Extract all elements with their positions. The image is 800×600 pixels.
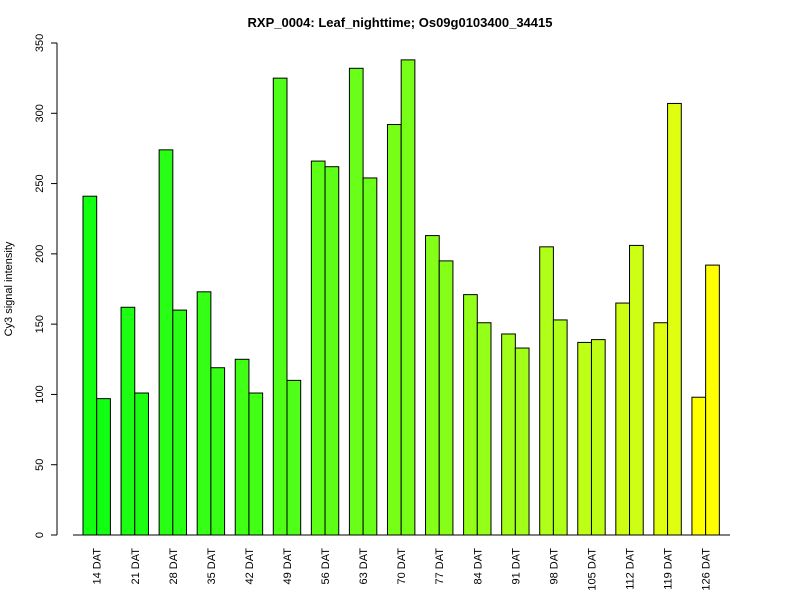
y-tick-label: 100 [34,385,46,403]
x-tick-label: 112 DAT [625,548,637,590]
bar [552,319,568,536]
bars [82,59,720,536]
bar [463,294,478,536]
bar [425,235,440,536]
x-tick-label: 105 DAT [586,548,598,591]
x-tick-label: 77 DAT [434,548,446,585]
y-axis: 0 50 100 150 200 250 300 350 [34,34,58,538]
y-tick-label: 300 [34,104,46,122]
y-tick-label: 150 [34,315,46,333]
y-tick-label: 50 [34,459,46,471]
bar [691,396,707,536]
x-tick-label: 119 DAT [663,548,675,590]
bar [577,341,592,536]
x-tick-label: 14 DAT [92,548,104,585]
bar [653,322,669,536]
bar [272,77,288,536]
bar [476,322,492,536]
bar [158,149,174,536]
bar [362,177,378,536]
bar [386,124,402,536]
bar [286,379,302,536]
y-tick-label: 350 [34,34,46,52]
bar [196,291,212,536]
x-tick-label: 84 DAT [472,548,484,585]
x-tick-label: 56 DAT [320,548,332,585]
bar [82,195,98,536]
bar [134,392,149,536]
bar [400,59,416,536]
x-tick-label: 98 DAT [548,548,560,585]
bar [438,260,454,536]
x-tick-label: 49 DAT [282,548,294,585]
x-axis-labels: 14 DAT 21 DAT 28 DAT 35 DAT 42 DAT 49 DAT 56 D… [92,548,713,591]
y-tick-label: 200 [34,245,46,263]
chart-title: RXP_0004: Leaf_nighttime; Os09g0103400_3… [248,15,553,30]
bar [120,306,136,536]
bar [248,392,264,536]
bar [348,67,364,536]
x-tick-label: 70 DAT [396,548,408,585]
bar [705,264,720,536]
bar [210,367,226,536]
bar [324,166,340,536]
bar [310,160,326,536]
bar [539,246,554,536]
x-tick-label: 126 DAT [701,548,713,591]
x-tick-label: 42 DAT [244,548,256,585]
bar [615,302,631,536]
x-tick-label: 91 DAT [510,548,522,585]
bar [96,398,111,536]
x-tick-label: 21 DAT [130,548,142,585]
bar [501,333,516,536]
bar [514,347,530,536]
bar [590,339,606,536]
y-tick-label: 0 [34,532,46,538]
x-tick-label: 35 DAT [206,548,218,585]
x-tick-label: 63 DAT [358,548,370,585]
bar [172,309,188,536]
y-tick-label: 250 [34,174,46,192]
bar [629,244,644,536]
bar [234,358,250,536]
bar [667,102,682,536]
y-axis-label: Cy3 signal intensity [3,241,15,336]
x-tick-label: 28 DAT [168,548,180,585]
